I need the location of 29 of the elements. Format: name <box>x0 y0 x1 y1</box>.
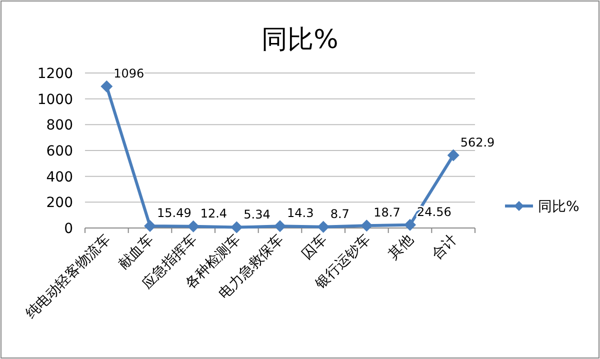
y-tick-label: 800 <box>46 118 73 134</box>
point <box>360 220 373 232</box>
chart-title: 同比% <box>262 25 338 55</box>
point <box>274 220 286 232</box>
y-tick-label: 0 <box>64 221 73 237</box>
point <box>317 220 330 233</box>
x-tick-label: 合计 <box>429 232 460 263</box>
data-label: 1096 <box>114 66 144 80</box>
x-tick-label: 其他 <box>386 232 417 263</box>
point <box>230 221 243 234</box>
point <box>187 220 200 232</box>
y-tick-label: 400 <box>46 169 73 186</box>
y-tick-label: 1200 <box>37 66 73 82</box>
data-label: 12.4 <box>200 206 228 220</box>
data-label: 562.9 <box>460 135 495 150</box>
data-label: 8.7 <box>330 206 350 221</box>
data-label: 15.49 <box>157 206 192 220</box>
point <box>404 218 416 231</box>
y-tick-label: 600 <box>46 144 73 160</box>
x-tick-label: 囚车 <box>299 232 330 263</box>
point <box>100 80 113 92</box>
point <box>144 220 156 232</box>
point <box>447 149 460 162</box>
y-tick-label: 1000 <box>37 92 73 108</box>
data-label: 14.3 <box>287 206 314 220</box>
data-label: 18.7 <box>374 206 400 220</box>
legend-label: 同比% <box>538 199 580 215</box>
y-tick-label: 200 <box>46 195 73 212</box>
data-label: 5.34 <box>244 207 270 222</box>
